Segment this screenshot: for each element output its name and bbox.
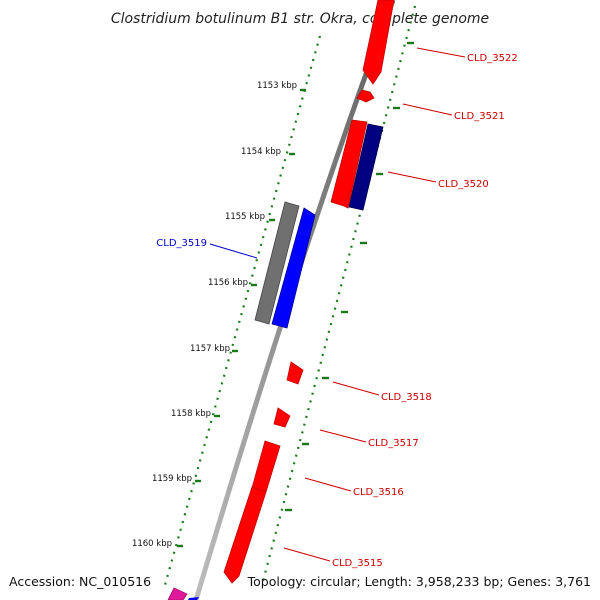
kbp-label-1157: 1157 kbp — [190, 344, 230, 354]
gene-label-CLD_3515: CLD_3515 — [332, 558, 383, 569]
gene-CLD_3516 — [251, 440, 281, 493]
gene-label-CLD_3516: CLD_3516 — [353, 487, 404, 498]
topology-text: Topology: circular; Length: 3,958,233 bp… — [247, 574, 591, 589]
kbp-label-1154: 1154 kbp — [241, 147, 281, 157]
kbp-label-1155: 1155 kbp — [225, 212, 265, 222]
kbp-label-1159: 1159 kbp — [152, 474, 192, 484]
kbp-major-ticks — [177, 88, 306, 548]
gene-label-CLD_3517: CLD_3517 — [368, 438, 419, 449]
gene-label-CLD_3520: CLD_3520 — [438, 179, 489, 190]
gene-label-CLD_3522: CLD_3522 — [467, 53, 518, 64]
accession-text: Accession: NC_010516 — [9, 574, 151, 589]
gene-blue-CLD_3519 — [271, 207, 316, 329]
gene-CLD_3520 — [330, 119, 368, 209]
inner-major-ticks — [285, 41, 414, 512]
kbp-label-1160: 1160 kbp — [132, 539, 172, 549]
gene-blue-bottom — [188, 597, 199, 600]
gene-CLD_3517 — [273, 407, 291, 428]
label-leaders — [209, 47, 466, 562]
map-title: Clostridium botulinum B1 str. Okra, comp… — [111, 11, 489, 27]
gene-label-CLD_3519: CLD_3519 — [156, 238, 207, 249]
gene-label-CLD_3521: CLD_3521 — [454, 111, 505, 122]
gene-label-CLD_3518: CLD_3518 — [381, 392, 432, 403]
kbp-label-1156: 1156 kbp — [208, 278, 248, 288]
gene-grey-CLD_3519 — [254, 201, 300, 325]
gene-CLD_3521 — [356, 89, 375, 103]
gene-features — [167, 0, 395, 600]
gene-magenta — [167, 587, 188, 600]
gene-navy — [348, 123, 384, 211]
kbp-label-1158: 1158 kbp — [171, 409, 211, 419]
kbp-label-1153: 1153 kbp — [257, 81, 297, 91]
gene-CLD_3515 — [223, 486, 267, 584]
gene-CLD_3518 — [286, 361, 304, 385]
gene-CLD_3522 — [362, 0, 395, 85]
outer-tick-track — [163, 35, 322, 586]
